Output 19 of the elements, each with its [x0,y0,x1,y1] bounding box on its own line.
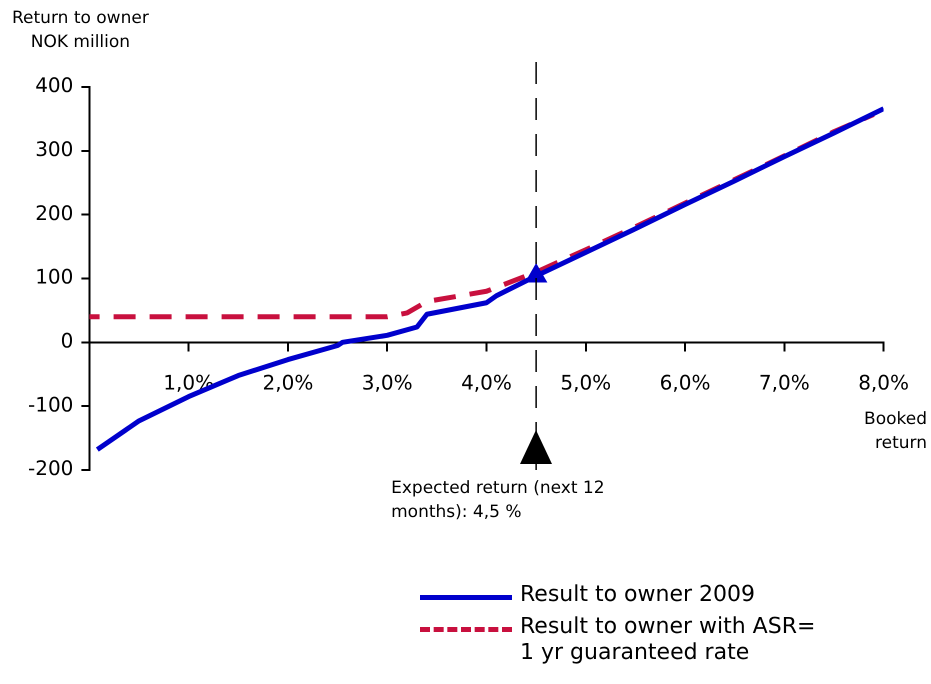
y-tick-label: 100 [35,264,74,289]
x-tick-label: 3,0% [362,370,413,395]
legend-label: Result to owner with ASR= 1 yr guaranteed rate [520,614,816,666]
x-axis-title: Booked return [864,408,927,456]
y-tick-label: 400 [35,73,74,98]
x-tick-label: 2,0% [262,370,314,395]
y-tick-label: 200 [35,200,74,225]
y-tick-label: -200 [28,456,74,480]
y-axis-title: Return to owner NOK million [12,7,149,54]
x-tick-label: 5,0% [560,370,612,395]
x-tick-label: 6,0% [660,370,710,395]
x-tick-label: 8,0% [858,370,909,395]
y-tick-label: 300 [35,137,74,162]
legend-label: Result to owner 2009 [520,582,756,608]
x-tick-label: 4,0% [461,370,512,395]
x-tick-label: 7,0% [758,370,810,395]
y-tick-label: -100 [28,392,74,416]
y-tick-label: 0 [60,328,74,353]
ref-line-label: Expected return (next 12 months): 4,5 % [391,477,606,524]
